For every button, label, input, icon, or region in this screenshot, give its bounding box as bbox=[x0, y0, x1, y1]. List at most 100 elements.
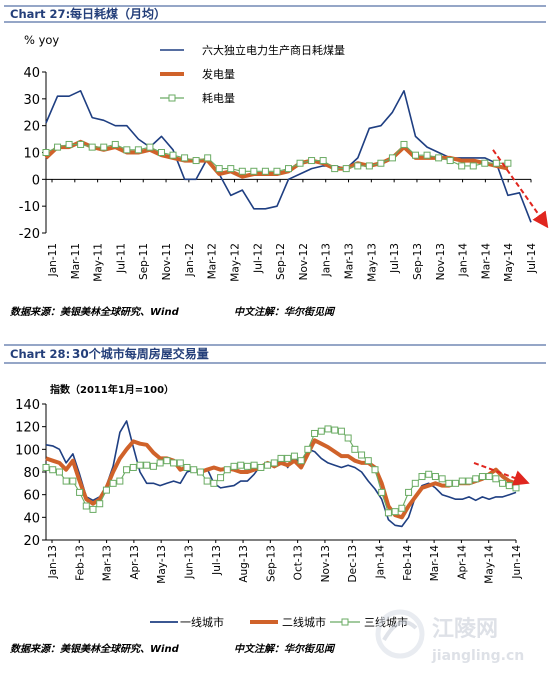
legend-label-coal: 六大独立电力生产商日耗煤量 bbox=[202, 43, 345, 57]
c27-series-marker bbox=[469, 162, 477, 170]
c28-y-tick-label: 40 bbox=[23, 511, 40, 526]
c28-series-marker bbox=[505, 482, 513, 490]
c28-series-marker bbox=[217, 474, 225, 482]
c28-series-marker bbox=[311, 429, 319, 437]
c27-series-marker bbox=[377, 159, 385, 167]
c28-x-tick-label: Jun-14 bbox=[511, 545, 523, 580]
c28-series-marker bbox=[76, 488, 84, 496]
chart-27-title: 每日耗煤（月均） bbox=[70, 6, 166, 21]
watermark-logo: 江陵网 jiangling.cn bbox=[375, 609, 524, 664]
c27-x-tick-label: Nov-13 bbox=[435, 243, 447, 280]
c28-series-marker bbox=[452, 479, 460, 487]
c28-x-tick-label: Jan-13 bbox=[47, 545, 59, 579]
c28-series-marker bbox=[391, 508, 399, 516]
c28-series-marker bbox=[284, 454, 292, 462]
c28-x-tick-label: May-14 bbox=[484, 545, 496, 584]
c28-series-marker bbox=[257, 463, 265, 471]
c27-series-marker bbox=[319, 157, 327, 165]
chart-28-source: 数据来源：美银美林全球研究、Wind bbox=[10, 643, 180, 655]
chart-28-label: Chart 28: bbox=[10, 347, 70, 361]
c28-series-marker bbox=[129, 463, 137, 471]
c28-series-marker bbox=[398, 504, 406, 512]
c27-series-marker bbox=[54, 143, 62, 151]
c27-series-marker bbox=[215, 165, 223, 173]
c27-series-marker bbox=[169, 151, 177, 159]
c27-x-tick-label: May-12 bbox=[229, 243, 241, 282]
c27-series-marker bbox=[77, 140, 85, 148]
c27-series-marker bbox=[250, 167, 258, 175]
c28-x-tick-label: May-13 bbox=[156, 545, 168, 584]
c27-x-tick-label: Nov-12 bbox=[298, 243, 310, 280]
c27-series-marker bbox=[204, 154, 212, 162]
c28-series-marker bbox=[69, 477, 77, 485]
c27-series-marker bbox=[365, 162, 373, 170]
chart-27: Chart 27: 每日耗煤（月均） % yoy 六大独立电力生产商日耗煤量 发… bbox=[4, 5, 549, 318]
c28-series-marker bbox=[431, 473, 439, 481]
c28-series-marker bbox=[425, 470, 433, 478]
c28-series-marker bbox=[109, 479, 117, 487]
c28-series-marker bbox=[384, 509, 392, 517]
c28-series-marker bbox=[82, 502, 90, 510]
c27-series-marker bbox=[273, 167, 281, 175]
c28-series-marker bbox=[42, 463, 50, 471]
c27-x-tick-label: Sep-11 bbox=[138, 243, 150, 280]
c28-y-tick-label: 100 bbox=[15, 443, 40, 458]
chart-27-label: Chart 27: bbox=[10, 7, 70, 21]
c28-series-marker bbox=[478, 473, 486, 481]
c27-series-marker bbox=[446, 157, 454, 165]
c27-series-marker bbox=[388, 154, 396, 162]
c27-x-tick-label: Sep-13 bbox=[412, 243, 424, 280]
c28-series-marker bbox=[136, 461, 144, 469]
chart-27-axes: -20 -10 0 10 20 30 40 Jan-11 Mar-11 May-11 Jul-11 S… bbox=[19, 66, 538, 282]
c27-series-marker bbox=[238, 167, 246, 175]
c28-series-marker bbox=[62, 477, 70, 485]
c27-series-marker bbox=[181, 154, 189, 162]
c27-series-marker bbox=[481, 159, 489, 167]
c27-y-tick-label: 10 bbox=[23, 147, 40, 162]
chart-28-title: 30个城市每周房屋交易量 bbox=[72, 346, 209, 361]
c28-series-marker bbox=[418, 473, 426, 481]
c28-series-marker bbox=[499, 479, 507, 487]
c27-series-marker bbox=[308, 157, 316, 165]
c28-series-marker bbox=[445, 479, 453, 487]
c27-series-marker bbox=[458, 162, 466, 170]
c28-series-marker bbox=[210, 479, 218, 487]
c28-series-marker bbox=[237, 461, 245, 469]
c28-series-marker bbox=[351, 445, 359, 453]
c28-series-marker bbox=[163, 457, 171, 465]
c27-y-tick-label: -10 bbox=[19, 200, 40, 215]
c27-series-marker bbox=[492, 159, 500, 167]
c28-series-marker bbox=[364, 457, 372, 465]
chart-28-axes: 20 40 60 80 100 120 140 Jan-13 Feb-13 Mar-13 Apr-1… bbox=[15, 398, 523, 584]
c27-x-tick-label: Jul-11 bbox=[115, 243, 127, 274]
c27-series-marker bbox=[423, 151, 431, 159]
c28-y-tick-label: 120 bbox=[15, 421, 40, 436]
c28-series-marker bbox=[304, 445, 312, 453]
watermark-swoosh bbox=[382, 620, 418, 642]
c28-x-tick-label: Apr-14 bbox=[456, 545, 468, 580]
c28-series-marker bbox=[96, 500, 104, 508]
c27-x-tick-label: May-13 bbox=[366, 243, 378, 282]
c28-series-line-2 bbox=[45, 428, 517, 514]
c28-x-tick-label: Jul-13 bbox=[211, 545, 223, 576]
c27-series-marker bbox=[134, 146, 142, 154]
c28-series-marker bbox=[230, 462, 238, 470]
c28-x-tick-label: Oct-13 bbox=[293, 545, 305, 580]
c27-x-tick-label: Jul-12 bbox=[252, 243, 264, 274]
c28-series-marker bbox=[277, 454, 285, 462]
c27-series-marker bbox=[100, 143, 108, 151]
c28-series-marker bbox=[196, 468, 204, 476]
c27-x-tick-label: Mar-11 bbox=[70, 243, 82, 279]
c28-series-marker bbox=[472, 475, 480, 483]
c28-x-tick-label: Jan-14 bbox=[375, 545, 387, 580]
c28-series-marker bbox=[358, 451, 366, 459]
c28-series-marker bbox=[485, 473, 493, 481]
c27-series-marker bbox=[123, 146, 131, 154]
c27-series-marker bbox=[192, 157, 200, 165]
chart-27-unit: % yoy bbox=[24, 33, 59, 47]
c28-y-tick-label: 20 bbox=[23, 534, 40, 549]
c28-series-marker bbox=[190, 466, 198, 474]
c28-series-marker bbox=[492, 475, 500, 483]
c28-y-tick-label: 140 bbox=[15, 398, 40, 413]
